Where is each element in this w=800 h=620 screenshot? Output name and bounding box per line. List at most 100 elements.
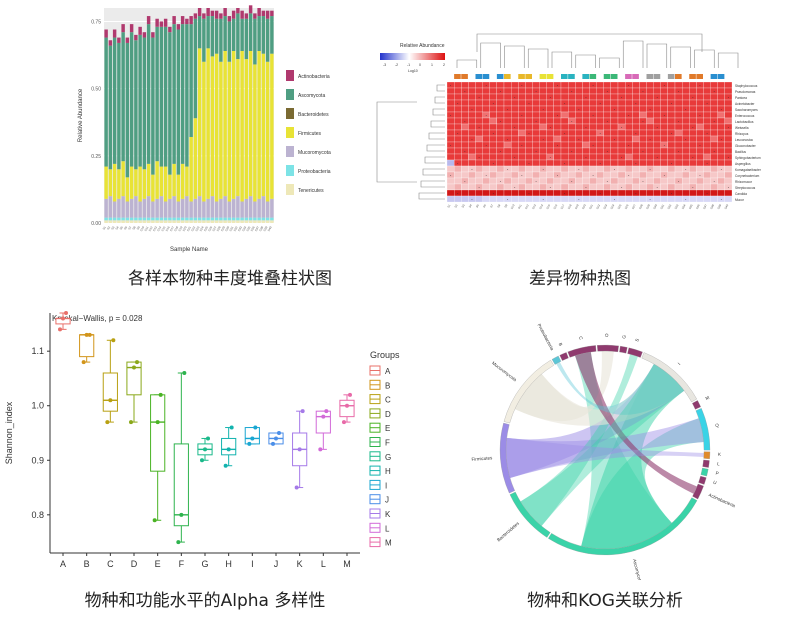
heatmap-cell (625, 105, 633, 113)
row-dendrogram (430, 120, 445, 128)
heatmap-cell-mark: * (478, 96, 480, 100)
heatmap-cell (596, 81, 604, 89)
heatmap-cell (503, 117, 512, 125)
heatmap-cell-mark: * (671, 162, 673, 166)
heatmap-cell (610, 159, 619, 167)
bar-segment (176, 220, 181, 223)
heatmap-cell-mark: * (692, 186, 694, 190)
heatmap-cell (575, 153, 583, 161)
x-tick-label: S25 (203, 225, 209, 232)
data-point (324, 409, 329, 414)
heatmap-cell (568, 99, 576, 107)
x-tick-label: S35 (245, 225, 251, 232)
legend-swatch (286, 108, 294, 119)
heatmap-cell-mark: * (493, 192, 495, 196)
heatmap-cell-mark: * (464, 180, 466, 184)
heatmap-cell (546, 129, 554, 137)
heatmap-cell (603, 111, 611, 119)
heatmap-cell-mark: * (585, 156, 587, 160)
y-tick-label: 0.00 (91, 221, 101, 227)
group-color-cell (646, 74, 654, 79)
heatmap-cell-mark: * (592, 84, 594, 88)
legend-label: M (385, 539, 392, 548)
heatmap-cell (625, 159, 633, 167)
heatmap-cell (582, 147, 590, 155)
y-tick-label: 0.9 (31, 455, 44, 465)
heatmap-cell (532, 105, 540, 113)
heatmap-cell (639, 105, 647, 113)
x-tick-label: S17 (169, 225, 175, 232)
heatmap-column-label: S1 (446, 203, 451, 208)
alpha-boxplot: 0.8 0.9 1.0 1.1 Shannon_index Kruskal−Wallis,… (4, 311, 400, 569)
heatmap-cell (461, 171, 469, 179)
legend-label: Mucoromycota (298, 150, 331, 156)
heatmap-cell (674, 99, 683, 107)
heatmap-cell (639, 183, 647, 191)
group-color-cell (496, 74, 504, 79)
data-point (179, 512, 184, 517)
heatmap-cell (475, 147, 483, 155)
heatmap-cell-mark: * (678, 150, 680, 154)
chord-sector-label: P (715, 470, 719, 476)
heatmap-cell (568, 129, 576, 137)
heatmap-cell-mark: * (535, 120, 537, 124)
heatmap-cell (575, 171, 583, 179)
bar-segment (180, 24, 185, 164)
x-tick-label: S8 (131, 225, 136, 230)
heatmap-cell (546, 195, 554, 203)
heatmap-cell (503, 99, 512, 107)
chord-sector-label: M (705, 395, 711, 401)
heatmap-cell (518, 123, 526, 131)
caption-stacked: 各样本物种丰度堆叠柱状图 (128, 269, 332, 289)
data-point (250, 436, 255, 441)
bar-segment (227, 61, 232, 202)
bar-segment (202, 13, 206, 19)
heatmap-cell (539, 147, 547, 155)
bar-segment (163, 166, 168, 202)
heatmap-cell (603, 195, 611, 203)
heatmap-cell (532, 153, 540, 161)
heatmap-cell (539, 93, 547, 101)
heatmap-cell (582, 117, 590, 125)
bar-segment (121, 217, 125, 221)
bar-segment (240, 201, 244, 218)
legend-label: H (385, 467, 391, 476)
heatmap-cell (610, 183, 619, 191)
heatmap-cell (596, 105, 604, 113)
heatmap-cell (717, 177, 725, 185)
heatmap-column-label: S14 (538, 203, 544, 210)
heatmap-cell (446, 129, 455, 137)
row-dendrogram (424, 156, 445, 164)
bar-segment (265, 201, 270, 218)
heatmap-cell (503, 153, 512, 161)
heatmap-column-label: S15 (545, 203, 551, 210)
heatmap-cell (653, 141, 661, 149)
bar-segment (248, 5, 253, 14)
chord-diagram: Actinobacteria Ascomycota Bacteroidetes Fir… (471, 323, 736, 584)
heatmap-cell (560, 111, 569, 119)
bar-segment (112, 29, 117, 38)
heatmap-cell (454, 117, 462, 125)
bar-segment (236, 196, 240, 218)
heatmap-cell (461, 123, 469, 131)
heatmap-cell-mark: * (600, 162, 602, 166)
heatmap-cell (560, 123, 569, 131)
heatmap-cell (703, 165, 711, 173)
x-tick-label: S27 (211, 225, 217, 232)
heatmap-cell-mark: * (457, 102, 459, 106)
heatmap-cell-mark: * (450, 144, 452, 148)
row-dendrogram (418, 192, 445, 200)
heatmap-cell-mark: * (557, 84, 559, 88)
heatmap-column-label: S3 (461, 203, 466, 208)
heatmap-cell (653, 129, 661, 137)
heatmap-cell-mark: * (657, 156, 659, 160)
heatmap-cell (639, 111, 647, 119)
heatmap-cell (703, 183, 711, 191)
heatmap-cell (475, 171, 483, 179)
heatmap-column-label: S32 (666, 203, 672, 210)
data-point (229, 425, 234, 430)
heatmap-cell (603, 135, 611, 143)
heatmap-cell (710, 111, 718, 119)
heatmap-cell (703, 147, 711, 155)
heatmap-cell (589, 183, 597, 191)
